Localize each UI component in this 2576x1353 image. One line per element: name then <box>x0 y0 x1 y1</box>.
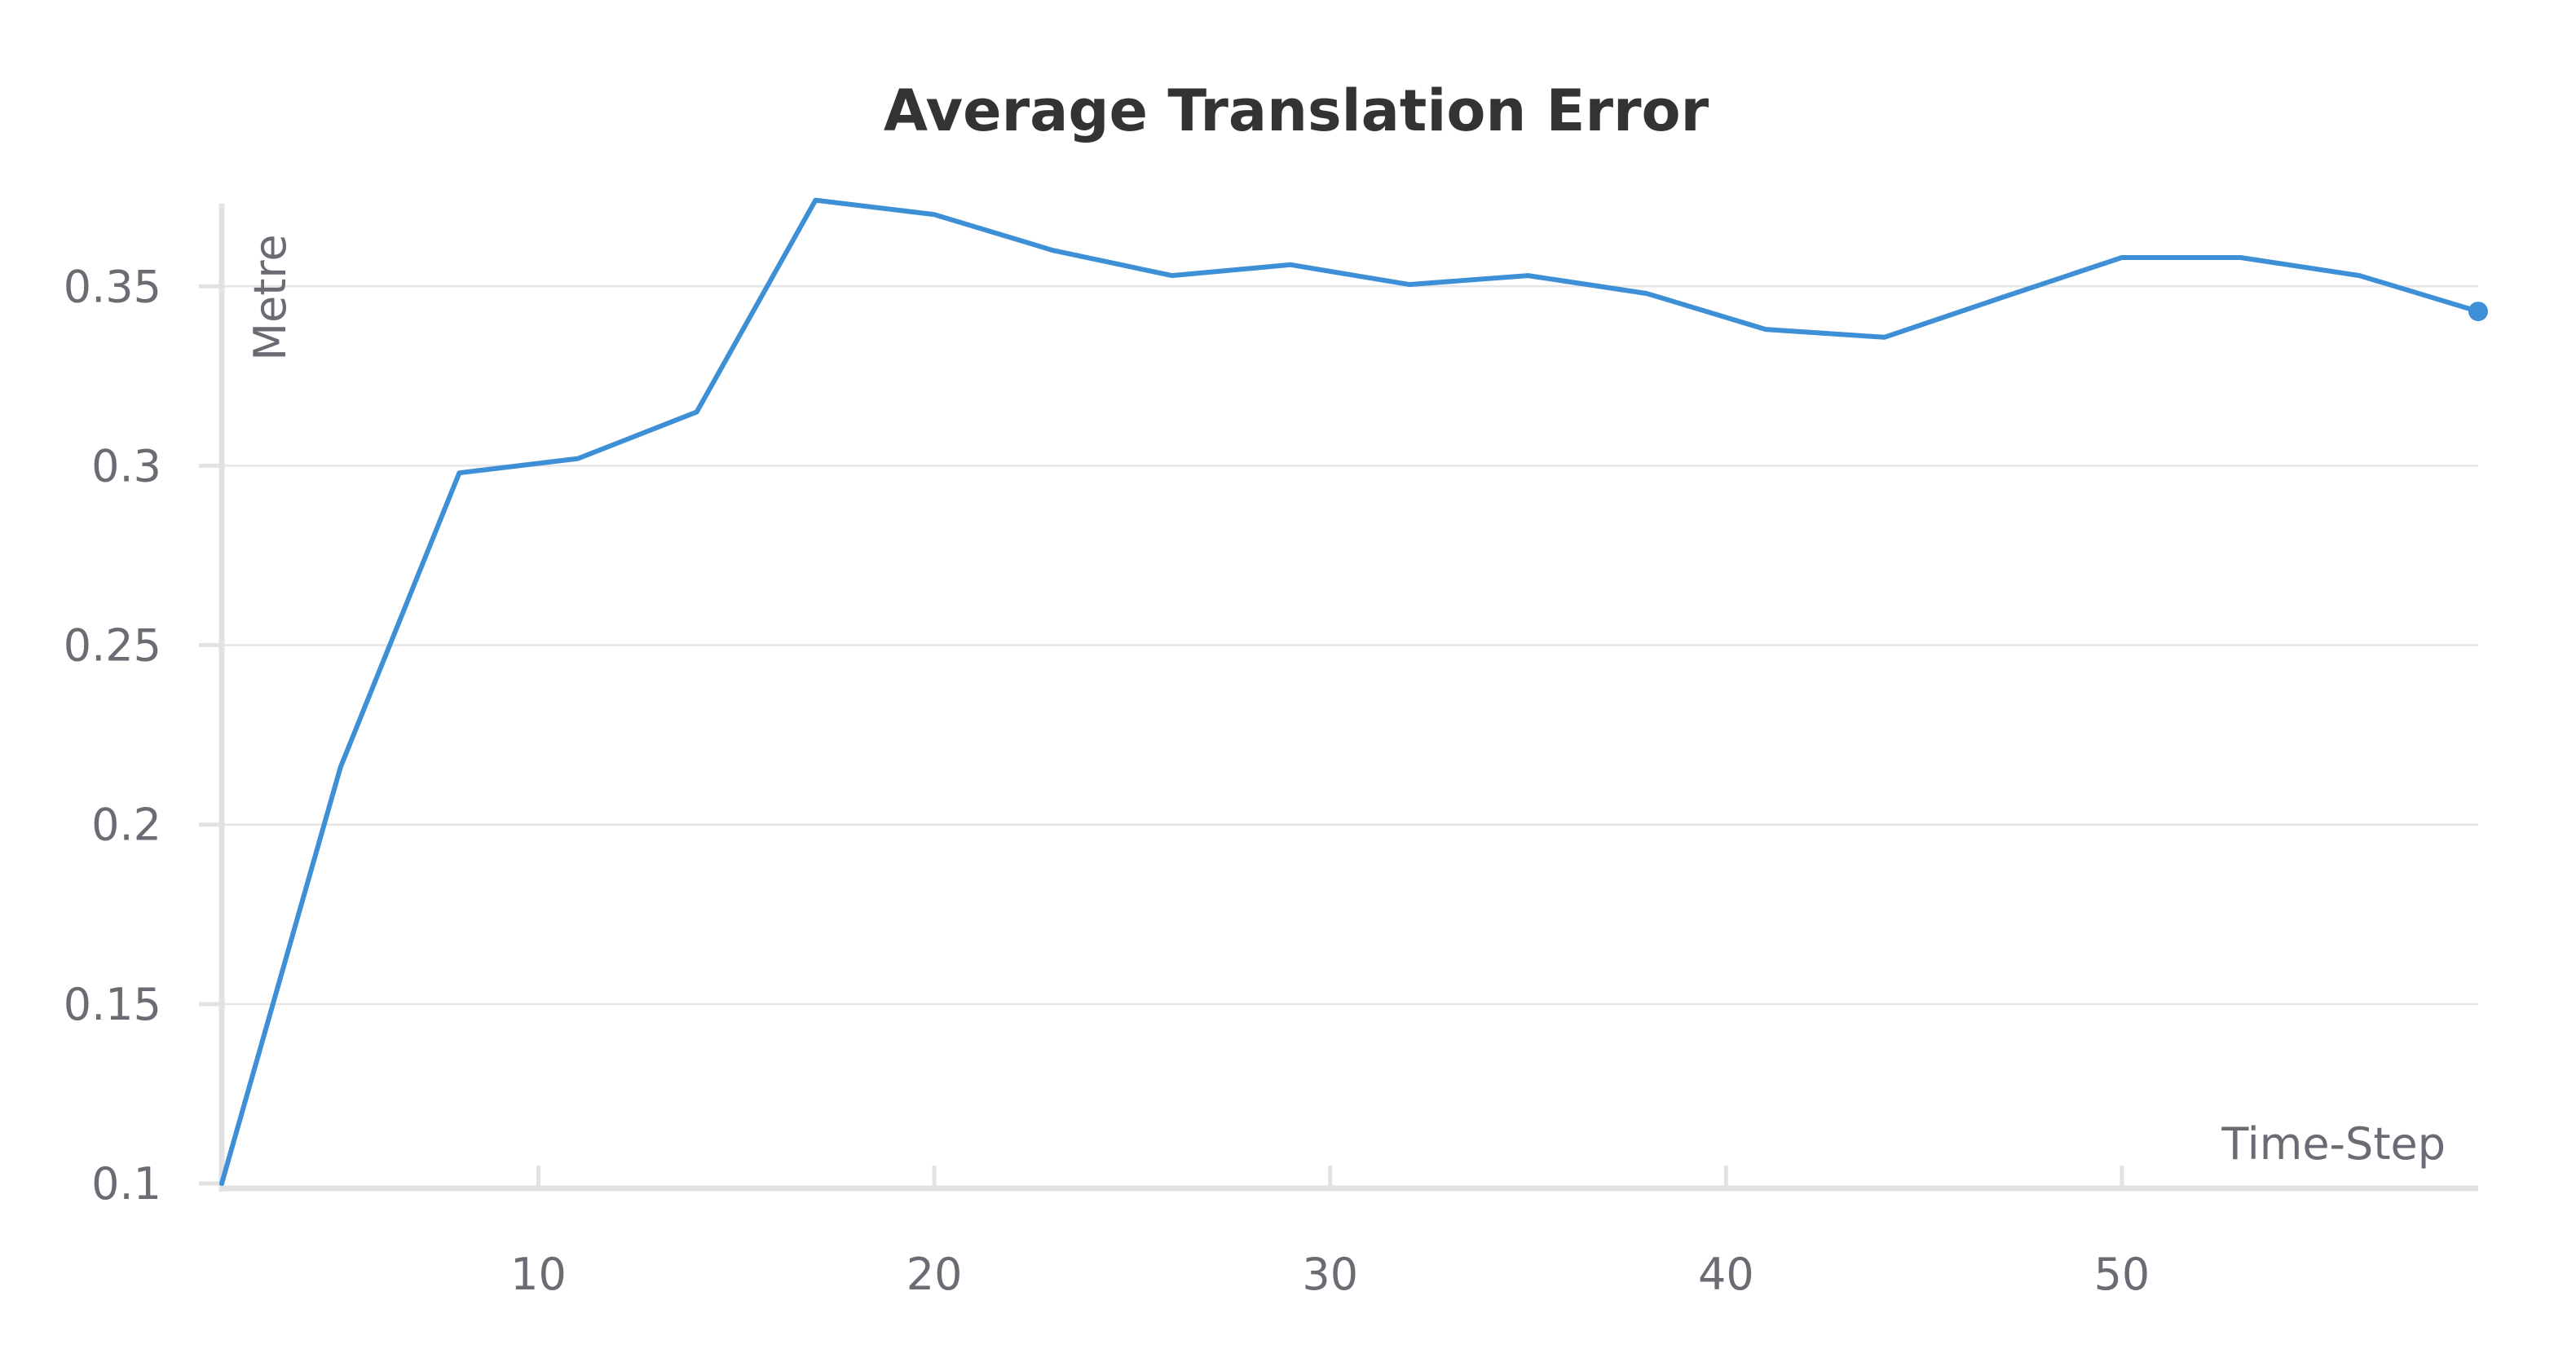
x-tick-label: 50 <box>2094 1249 2150 1300</box>
gridlines <box>222 285 2478 1006</box>
series-group <box>219 197 2488 1186</box>
x-axis-label: Time-Step <box>2221 1118 2446 1170</box>
y-tick-label: 0.2 <box>91 800 161 851</box>
y-tick-label: 0.3 <box>91 440 161 491</box>
tick-labels: 0.1 0.15 0.2 0.25 0.3 0.35 10 20 30 40 50 <box>64 261 2150 1300</box>
chart-title: Average Translation Error <box>884 77 1709 144</box>
y-tick-label: 0.25 <box>64 620 161 672</box>
y-tick-label: 0.35 <box>64 261 161 312</box>
x-tick-label: 20 <box>906 1249 963 1300</box>
series-line <box>219 197 2481 1186</box>
axes <box>199 204 2478 1192</box>
series-end-point <box>2468 302 2488 322</box>
x-tick-label: 30 <box>1302 1249 1358 1300</box>
y-axis-label: Metre <box>245 234 296 360</box>
y-tick-label: 0.15 <box>64 979 161 1030</box>
x-tick-label: 10 <box>510 1249 567 1300</box>
x-tick-label: 40 <box>1698 1249 1754 1300</box>
y-tick-label: 0.1 <box>91 1158 161 1210</box>
